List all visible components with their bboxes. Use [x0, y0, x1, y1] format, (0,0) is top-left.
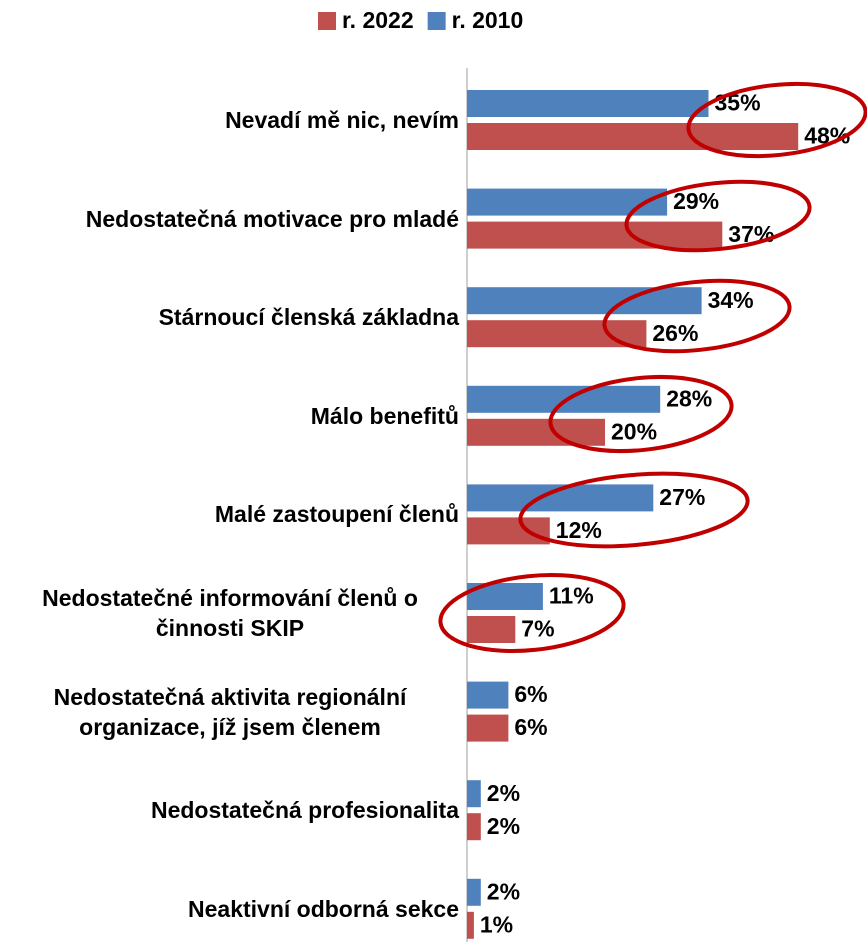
highlight-ellipse — [686, 81, 867, 159]
bar — [467, 714, 509, 742]
bar — [467, 385, 661, 413]
category-label: Málo benefitů — [310, 402, 459, 429]
data-label: 34% — [708, 287, 754, 313]
bar — [467, 878, 481, 906]
legend-label: r. 2022 — [342, 7, 414, 33]
category-label: Nedostatečná aktivita regionální organiz… — [53, 683, 407, 740]
category-label: Nevadí mě nic, nevím — [225, 107, 459, 133]
data-label: 6% — [514, 681, 547, 707]
data-label: 11% — [549, 583, 594, 609]
highlight-ellipse — [624, 179, 812, 253]
category-label: Nedostatečná profesionalita — [150, 797, 459, 824]
highlight-ellipse — [602, 278, 792, 354]
data-label: 26% — [652, 320, 698, 346]
legend-swatch — [427, 12, 446, 30]
category-label: Neaktivní odborná sekce — [188, 895, 459, 922]
highlight-ellipse — [518, 471, 750, 549]
legend-swatch — [318, 12, 336, 30]
category-label: Stárnoucí členská základna — [158, 304, 459, 331]
bar — [467, 287, 702, 315]
bar — [467, 418, 605, 446]
category-label: Nedostatečné informování členů o činnost… — [42, 585, 418, 641]
bar — [467, 123, 799, 150]
bar — [467, 681, 509, 709]
bar — [467, 221, 723, 249]
data-label: 7% — [521, 616, 554, 642]
data-label: 6% — [514, 714, 547, 740]
data-label: 2% — [487, 813, 520, 839]
annotations — [438, 81, 867, 654]
data-label: 27% — [659, 484, 705, 510]
data-label: 29% — [673, 188, 719, 214]
bar — [467, 911, 474, 939]
data-label: 12% — [556, 517, 602, 543]
highlight-ellipse — [438, 572, 626, 654]
data-label: 2% — [487, 780, 520, 806]
bar — [467, 90, 709, 117]
bar — [467, 517, 550, 545]
bar — [467, 780, 481, 808]
highlight-ellipse — [548, 374, 734, 454]
data-label: 2% — [487, 878, 520, 904]
legend-label: r. 2010 — [452, 7, 524, 33]
bar — [467, 320, 647, 348]
bar — [467, 813, 481, 841]
data-label: 20% — [611, 418, 657, 444]
bar — [467, 616, 516, 643]
category-label: Malé zastoupení členů — [214, 501, 459, 528]
bar — [467, 188, 668, 216]
category-label: Nedostatečná motivace pro mladé — [85, 205, 459, 232]
data-label: 1% — [480, 911, 513, 937]
data-label: 28% — [666, 385, 712, 411]
